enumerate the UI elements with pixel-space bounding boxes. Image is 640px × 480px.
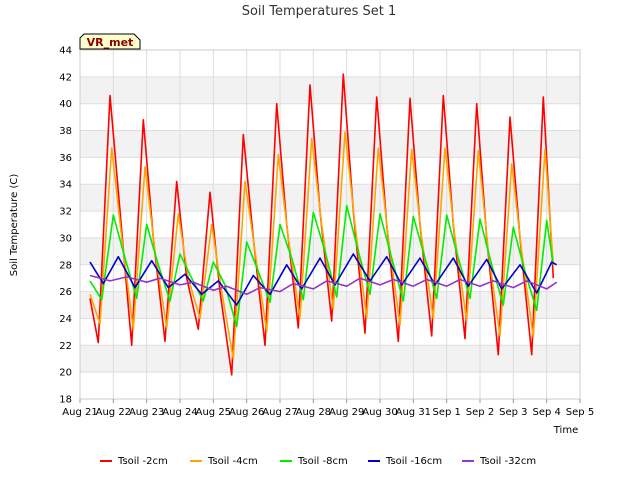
x-tick-label: Sep 5 xyxy=(566,407,594,418)
x-tick-label: Aug 30 xyxy=(362,407,397,418)
y-tick-label: 34 xyxy=(59,180,72,191)
series-line xyxy=(89,274,558,296)
legend-label: Tsoil -8cm xyxy=(297,456,348,467)
background-band xyxy=(80,76,580,104)
y-axis-title: Soil Temperature (C) xyxy=(9,174,20,277)
x-tick-label: Aug 29 xyxy=(329,407,364,418)
y-tick-label: 22 xyxy=(59,341,72,352)
plot-area-frame xyxy=(79,49,581,400)
y-tick-label: 32 xyxy=(59,207,72,218)
background-band xyxy=(80,345,580,373)
x-tick-label: Sep 4 xyxy=(532,407,560,418)
y-tick-label: 18 xyxy=(59,395,72,406)
legend: Tsoil -2cm Tsoil -4cm Tsoil -8cm Tsoil -16c… xyxy=(100,456,536,467)
legend-label: Tsoil -2cm xyxy=(117,456,168,467)
badge-shape xyxy=(79,33,141,50)
legend-item: Tsoil -16cm xyxy=(368,456,442,467)
series-line xyxy=(89,131,555,360)
y-tick-label: 40 xyxy=(59,99,72,110)
x-tick-label: Aug 25 xyxy=(196,407,231,418)
legend-item: Tsoil -32cm xyxy=(462,456,536,467)
chart-title: Soil Temperatures Set 1 xyxy=(242,4,397,19)
background-band xyxy=(80,130,580,158)
legend-item: Tsoil -4cm xyxy=(190,456,258,467)
gridlines xyxy=(79,49,581,400)
x-tick-label: Aug 27 xyxy=(262,407,297,418)
background-band xyxy=(80,237,580,265)
x-tick-label: Sep 3 xyxy=(499,407,527,418)
legend-item: Tsoil -2cm xyxy=(100,456,168,467)
x-tick-label: Aug 28 xyxy=(296,407,331,418)
y-tick-label: 42 xyxy=(59,72,72,83)
series-line xyxy=(89,253,558,306)
y-tick-label: 24 xyxy=(59,314,72,325)
x-axis-title: Time xyxy=(553,425,578,436)
badge-label: VR_met xyxy=(87,36,134,49)
y-tick-label: 20 xyxy=(59,368,72,379)
legend-label: Tsoil -4cm xyxy=(207,456,258,467)
x-tick-label: Sep 1 xyxy=(432,407,460,418)
y-tick-label: 38 xyxy=(59,126,72,137)
y-tick-label: 26 xyxy=(59,287,72,298)
station-badge: VR_met xyxy=(79,33,141,50)
x-tick-label: Aug 23 xyxy=(129,407,164,418)
background-bands xyxy=(80,76,580,373)
x-tick-label: Aug 22 xyxy=(96,407,131,418)
x-tick-label: Sep 2 xyxy=(466,407,494,418)
series-lines xyxy=(89,73,558,376)
series-line xyxy=(89,204,555,328)
y-tick-label: 28 xyxy=(59,260,72,271)
y-axis-ticks: 18 20 22 24 26 28 30 32 34 36 38 40 42 44 xyxy=(59,46,72,406)
y-tick-label: 36 xyxy=(59,153,72,164)
legend-label: Tsoil -16cm xyxy=(385,456,442,467)
x-tick-label: Aug 26 xyxy=(229,407,264,418)
x-tick-label: Aug 24 xyxy=(162,407,197,418)
background-band xyxy=(80,184,580,212)
x-tick-label: Aug 31 xyxy=(396,407,431,418)
legend-label: Tsoil -32cm xyxy=(479,456,536,467)
y-tick-label: 30 xyxy=(59,233,72,244)
y-tick-label: 44 xyxy=(59,46,72,57)
legend-item: Tsoil -8cm xyxy=(280,456,348,467)
x-tick-label: Aug 21 xyxy=(62,407,97,418)
